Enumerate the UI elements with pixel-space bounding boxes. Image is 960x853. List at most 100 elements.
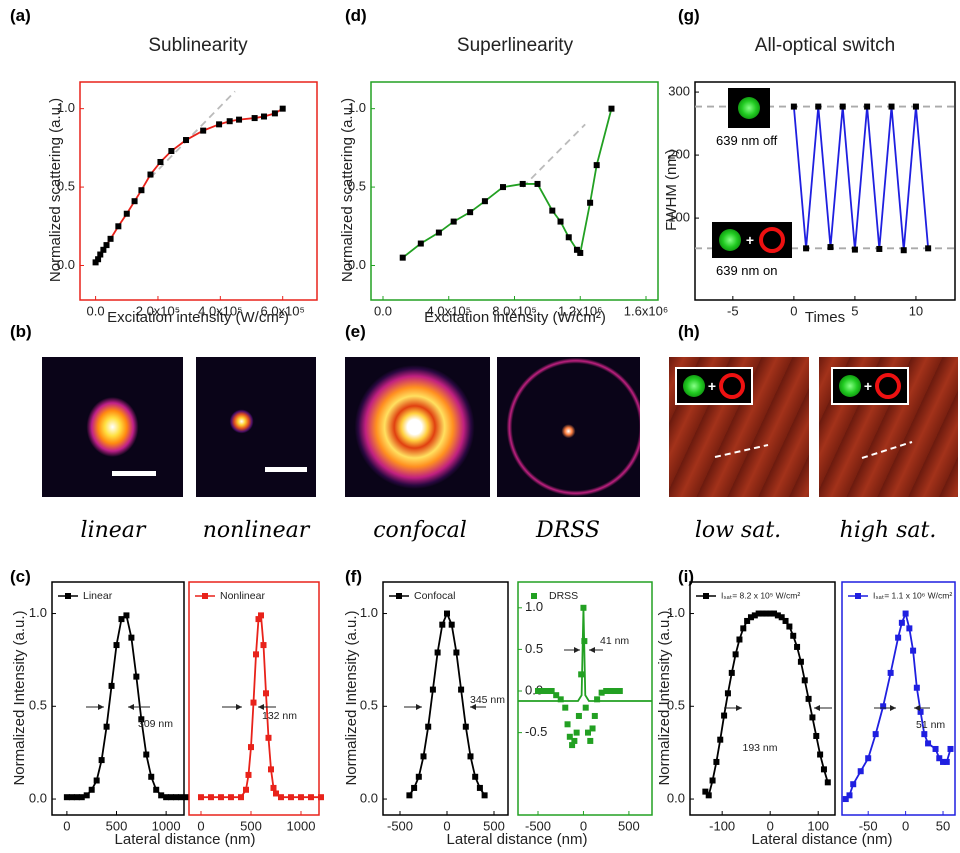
marker	[544, 688, 551, 695]
marker	[103, 242, 110, 249]
marker	[123, 612, 130, 619]
marker	[113, 642, 120, 649]
marker	[411, 784, 418, 791]
x-axis-label: Excitation intensity (W/cm²)	[107, 309, 289, 326]
marker	[578, 671, 585, 678]
marker	[549, 207, 556, 214]
marker	[253, 651, 259, 658]
marker	[932, 745, 939, 752]
caption: nonlinear	[202, 518, 310, 543]
marker	[940, 758, 947, 765]
marker	[93, 777, 100, 784]
plot-frame	[188, 581, 320, 816]
y-tick-label: 0.0	[29, 790, 47, 805]
marker	[790, 103, 797, 110]
marker	[803, 245, 810, 252]
marker	[947, 745, 954, 752]
x-tick-label: 0	[902, 818, 909, 833]
marker	[260, 113, 267, 120]
panel-label: (d)	[345, 6, 367, 25]
marker	[228, 794, 234, 801]
y-axis-label: Normalized scattering (a.u.)	[339, 98, 356, 282]
x-tick-label: 0	[197, 818, 204, 833]
x-tick-label: 1000	[152, 818, 181, 833]
marker	[163, 794, 170, 801]
marker	[271, 110, 278, 117]
marker	[472, 773, 479, 780]
x-tick-label: -5	[727, 303, 739, 318]
marker	[399, 254, 406, 261]
marker	[97, 251, 104, 258]
marker	[732, 651, 739, 658]
x-tick-label: 5	[851, 303, 858, 318]
panel-label: (b)	[10, 322, 32, 341]
x-tick-label: 4.0x10⁵	[427, 303, 471, 318]
marker	[755, 610, 762, 617]
legend-label: Iₛₐₜ= 8.2 x 10⁵ W/cm²	[721, 590, 800, 600]
marker	[95, 256, 102, 263]
y-tick-label: 1.0	[525, 599, 543, 614]
marker	[243, 786, 249, 793]
x-tick-label: 1000	[287, 818, 316, 833]
y-tick-label: 0.5	[525, 641, 543, 656]
marker	[747, 614, 754, 621]
x-tick-label: 500	[240, 818, 262, 833]
marker	[880, 703, 887, 710]
marker	[736, 636, 743, 643]
marker	[591, 712, 598, 719]
marker	[573, 729, 580, 736]
marker	[279, 105, 286, 112]
series-line	[704, 612, 829, 798]
x-tick-label: 100	[807, 818, 829, 833]
legend-label: DRSS	[549, 590, 578, 602]
x-tick-label: 50	[936, 818, 950, 833]
marker	[571, 737, 578, 744]
x-tick-label: 0	[580, 818, 587, 833]
marker	[218, 794, 224, 801]
marker	[251, 115, 258, 122]
marker	[801, 677, 808, 684]
marker	[782, 617, 789, 624]
plot-frame	[382, 581, 509, 816]
x-tick-label: 0.0	[87, 303, 105, 318]
marker	[771, 610, 778, 617]
y-tick-label: 0.0	[667, 790, 685, 805]
marker	[68, 794, 75, 801]
marker	[519, 180, 526, 187]
marker	[143, 751, 150, 758]
marker	[839, 103, 846, 110]
marker	[178, 794, 185, 801]
marker	[250, 699, 257, 706]
dash	[861, 441, 913, 459]
marker	[260, 642, 267, 649]
marker	[778, 614, 785, 621]
marker	[587, 737, 594, 744]
marker	[236, 116, 243, 123]
x-tick-label: 0	[767, 818, 774, 833]
y-tick-label: 1.0	[348, 100, 366, 115]
marker	[467, 209, 474, 216]
marker	[268, 766, 274, 773]
marker	[827, 244, 834, 251]
marker	[107, 235, 114, 242]
x-tick-label: -50	[859, 818, 878, 833]
marker	[817, 751, 824, 758]
x-tick-label: 8.0x10⁵	[492, 303, 536, 318]
marker	[751, 612, 758, 619]
marker	[557, 218, 564, 225]
image-nonlinear	[196, 357, 316, 497]
y-axis-label: Normalized scattering (a.u.)	[47, 98, 64, 282]
panel-label: (c)	[10, 567, 31, 586]
marker	[724, 690, 731, 697]
series-line	[402, 108, 613, 259]
marker	[774, 612, 781, 619]
annotation: 41 nm	[600, 635, 629, 647]
caption: high sat.	[839, 518, 937, 543]
y-tick-label: 0.0	[348, 257, 366, 272]
annotation: 193 nm	[742, 742, 777, 754]
marker	[587, 199, 594, 206]
marker	[208, 794, 214, 801]
series-line	[845, 610, 952, 800]
marker	[581, 638, 588, 645]
